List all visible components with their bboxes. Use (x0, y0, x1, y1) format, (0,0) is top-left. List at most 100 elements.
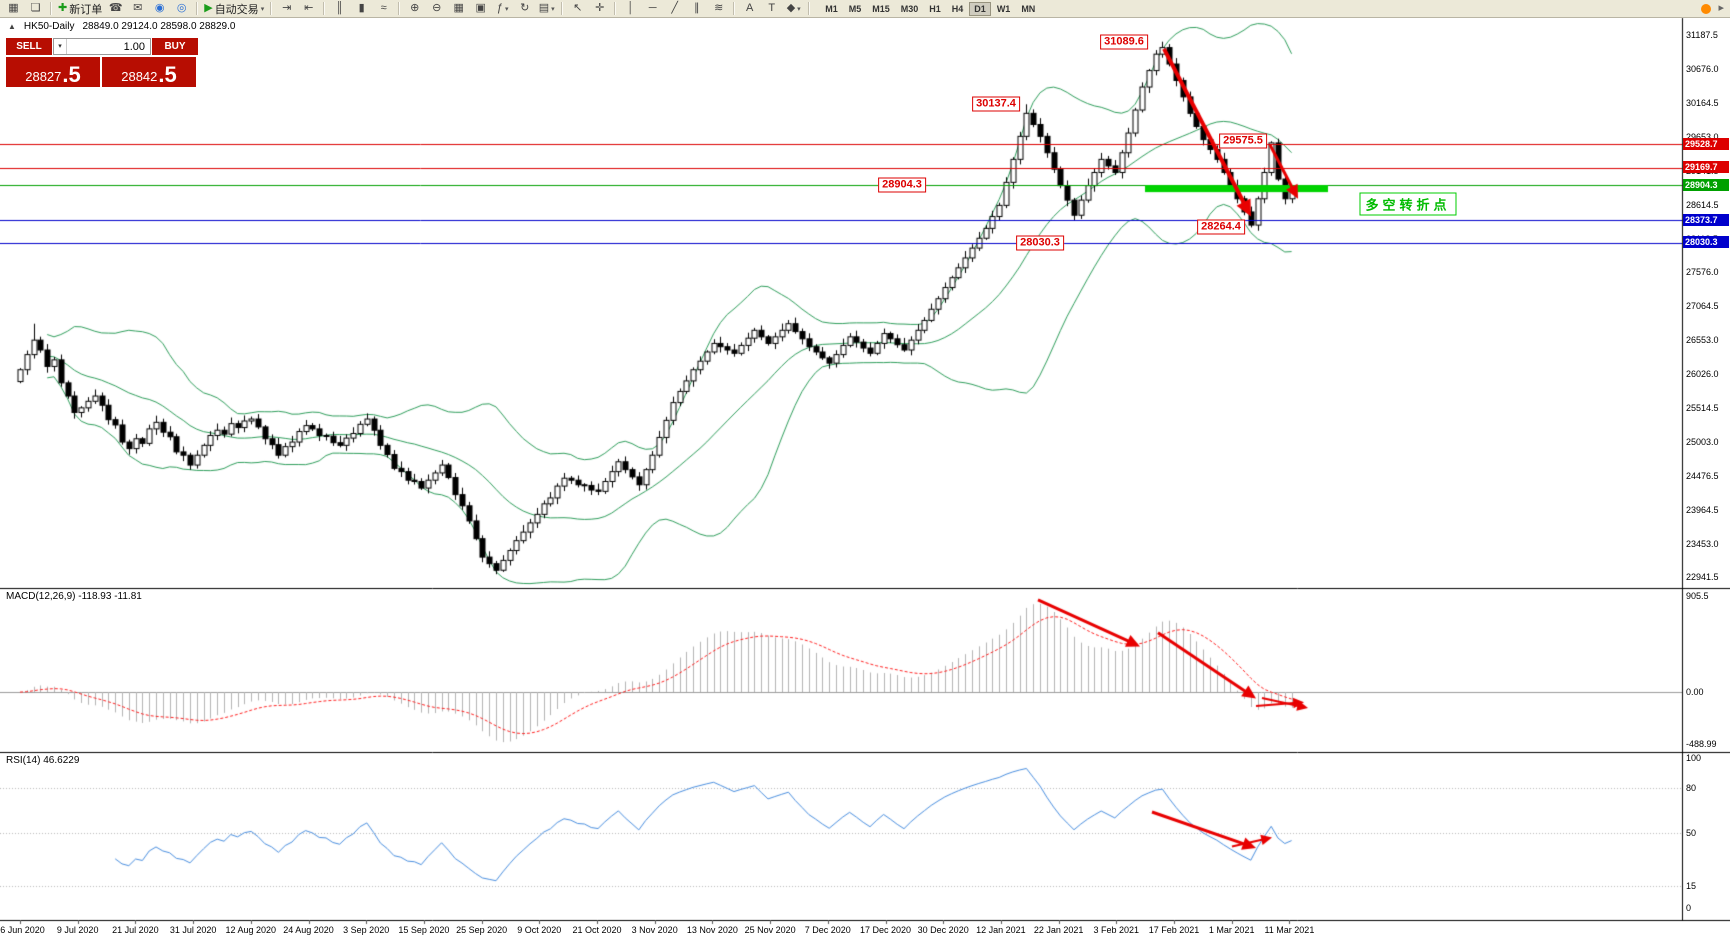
rsi-axis-label: 80 (1686, 783, 1697, 793)
new-order-button[interactable]: ✚ 新订单 (56, 1, 104, 17)
zoom-out-icon[interactable]: ⊖ (426, 1, 447, 17)
terminal-icon[interactable]: ◎ (171, 1, 192, 17)
toolbar-separator (323, 2, 326, 15)
buy-price-panel[interactable]: 28842.5 (102, 57, 196, 87)
price-callout[interactable]: 28904.3 (878, 177, 926, 193)
timeframe-mn[interactable]: MN (1021, 3, 1036, 14)
time-axis-label: 12 Jan 2021 (976, 925, 1026, 935)
buy-price-int: 28842 (121, 69, 158, 84)
vertical-line-icon[interactable]: │ (620, 1, 641, 17)
price-axis-label: 22941.5 (1686, 572, 1719, 583)
price-axis-label: 23453.0 (1686, 538, 1719, 549)
time-axis-label: 7 Dec 2020 (804, 925, 851, 935)
volume-value[interactable]: 1.00 (123, 40, 145, 53)
tile-windows-icon[interactable]: ▣ (470, 1, 491, 17)
zoom-in-icon[interactable]: ⊕ (404, 1, 425, 17)
line-chart-icon[interactable]: ≈ (373, 1, 394, 17)
time-axis-label: 13 Nov 2020 (686, 925, 738, 935)
new-order-glyph: ✚ (58, 2, 68, 14)
refresh-icon[interactable]: ↻ (514, 1, 535, 17)
autotrading-button[interactable]: ▶ 自动交易 ▾ (202, 1, 266, 17)
text-label-icon[interactable]: T (761, 1, 782, 17)
fibonacci-icon-glyph: ≋ (714, 2, 724, 14)
timeframe-m15[interactable]: M15 (872, 3, 890, 14)
toolbar-separator (270, 2, 273, 15)
rsi-indicator-label: RSI(14) 46.6229 (6, 755, 80, 766)
timeframe-m30[interactable]: M30 (900, 3, 919, 14)
sell-price-int: 28827 (25, 69, 62, 84)
data-window-icon-glyph: ✉ (133, 2, 143, 14)
time-axis-label: 22 Jan 2021 (1033, 925, 1084, 935)
templates-icon[interactable]: ▤ ▾ (536, 1, 557, 17)
candlestick-chart-icon-glyph: ▮ (358, 2, 365, 14)
refresh-icon-glyph: ↻ (520, 2, 530, 14)
bar-chart-icon[interactable]: ║ (329, 1, 350, 17)
market-watch-icon-glyph: ☎ (108, 2, 123, 14)
chart-ohlc-header: ▲ HK50-Daily 28849.0 29124.0 28598.0 288… (8, 21, 235, 32)
price-axis-label: 28614.5 (1686, 199, 1719, 210)
dropdown-arrow-icon[interactable]: ▾ (797, 5, 801, 13)
sell-button[interactable]: SELL (6, 38, 52, 55)
macd-axis-label: -488.99 (1686, 739, 1717, 749)
cursor-icon[interactable]: ↖ (567, 1, 588, 17)
price-callout[interactable]: 29575.5 (1219, 133, 1267, 149)
chart-shift-icon[interactable]: ⇥ (276, 1, 297, 17)
price-callout[interactable]: 28264.4 (1197, 219, 1245, 235)
channel-icon[interactable]: ∥ (686, 1, 707, 17)
price-axis-label: 25003.0 (1686, 436, 1719, 447)
autotrading-glyph: ▶ (204, 2, 213, 14)
horizontal-line-icon[interactable]: ─ (642, 1, 663, 17)
price-axis-label: 31187.5 (1686, 30, 1718, 41)
navigator-icon[interactable]: ◉ (149, 1, 170, 17)
timeframe-m5[interactable]: M5 (848, 3, 862, 14)
symbol-period-label: HK50-Daily (23, 21, 75, 32)
candlestick-chart-icon[interactable]: ▮ (351, 1, 372, 17)
grid-icon[interactable]: ▦ (448, 1, 469, 17)
crosshair-icon[interactable]: ✛ (589, 1, 610, 17)
buy-button[interactable]: BUY (152, 38, 198, 55)
timeframe-w1[interactable]: W1 (996, 3, 1011, 14)
chart-profiles-icon[interactable]: ❏ (25, 1, 46, 17)
market-watch-icon[interactable]: ☎ (105, 1, 126, 17)
price-axis-label: 25514.5 (1686, 402, 1719, 413)
text-label-icon-glyph: T (768, 2, 776, 14)
turning-point-label[interactable]: 多空转折点 (1359, 192, 1457, 216)
toolbar-overflow-icon[interactable]: ▸ (1718, 2, 1724, 14)
volume-dropdown-icon[interactable]: ▾ (54, 39, 67, 54)
fibonacci-icon[interactable]: ≋ (708, 1, 729, 17)
sell-price-panel[interactable]: 28827.5 (6, 57, 100, 87)
price-callout[interactable]: 31089.6 (1100, 34, 1148, 50)
data-window-icon[interactable]: ✉ (127, 1, 148, 17)
toolbar-separator (196, 2, 199, 15)
collapse-trade-panel-icon[interactable]: ▲ (8, 22, 16, 31)
price-axis-tag: 28904.3 (1683, 178, 1729, 191)
line-chart-icon-glyph: ≈ (380, 2, 387, 14)
volume-input[interactable]: ▾ 1.00 (53, 38, 151, 55)
price-axis-label: 30676.0 (1686, 64, 1719, 75)
timeframe-h4[interactable]: H4 (951, 3, 964, 14)
text-icon[interactable]: A (739, 1, 760, 17)
arrows-tool-icon[interactable]: ◆ ▾ (783, 1, 804, 17)
dropdown-arrow-icon[interactable]: ▾ (505, 5, 509, 13)
dropdown-arrow-icon[interactable]: ▾ (551, 5, 555, 13)
price-callout[interactable]: 28030.3 (1016, 235, 1064, 251)
new-chart-icon[interactable]: ▦ (3, 1, 24, 17)
community-icon[interactable] (1701, 3, 1712, 14)
dropdown-arrow-icon[interactable]: ▾ (260, 5, 265, 13)
timeframe-h1[interactable]: H1 (929, 3, 941, 14)
toolbar-separator (561, 2, 564, 15)
rsi-axis-label: 15 (1686, 880, 1697, 891)
auto-scroll-icon[interactable]: ⇤ (298, 1, 319, 17)
timeframe-d1[interactable]: D1 (969, 1, 991, 16)
indicators-icon[interactable]: ƒ ▾ (492, 1, 513, 17)
trendline-icon[interactable]: ╱ (664, 1, 685, 17)
timeframe-m1[interactable]: M1 (825, 3, 838, 14)
rsi-axis-label: 100 (1686, 753, 1702, 763)
price-callout[interactable]: 30137.4 (972, 96, 1020, 112)
buy-price-dec: .5 (158, 62, 177, 87)
toolbar-separator (614, 2, 617, 15)
text-icon-glyph: A (746, 2, 754, 14)
